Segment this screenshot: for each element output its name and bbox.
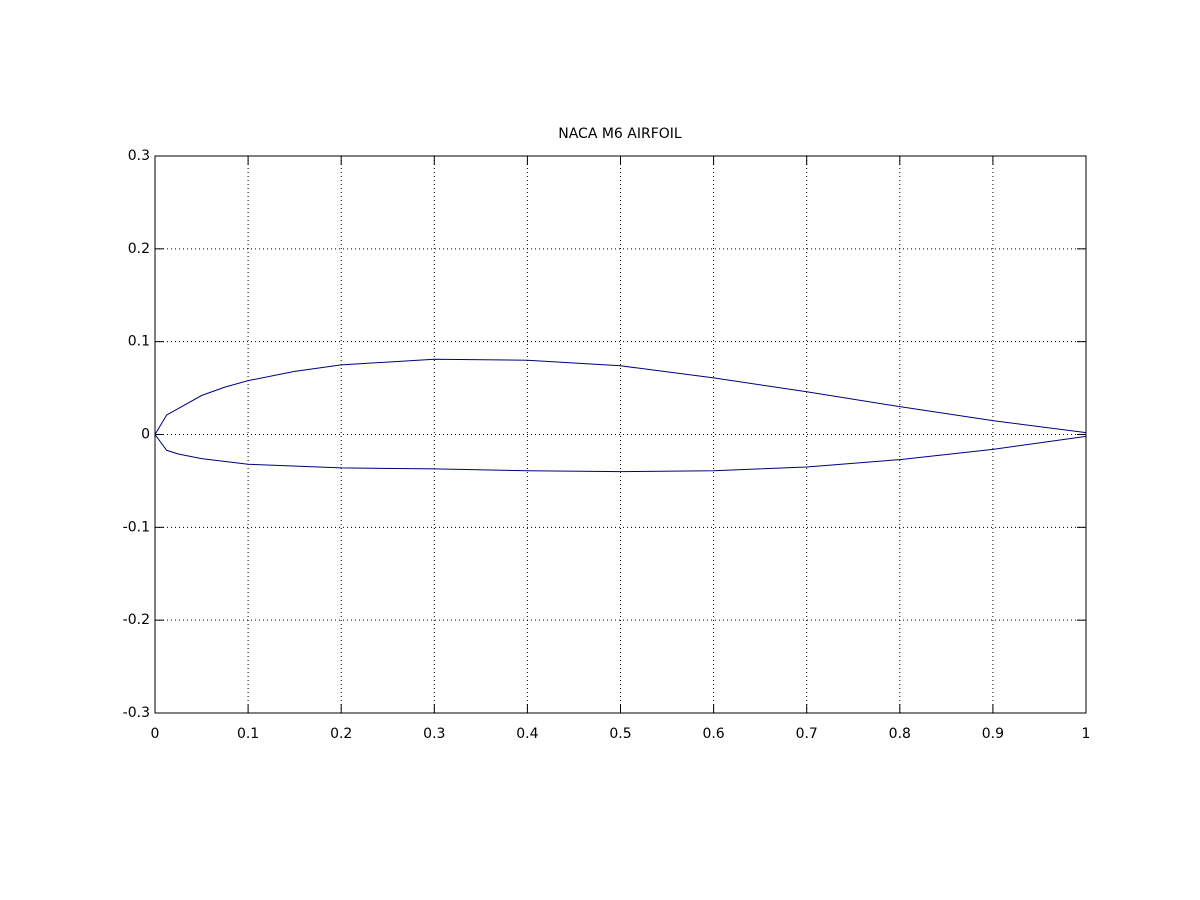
y-tick-label: -0.3 [123,705,150,721]
x-tick-label: 0.5 [609,726,631,742]
x-tick-label: 0.6 [702,726,724,742]
y-tick-label: 0 [141,427,150,443]
y-tick-label: 0.2 [128,241,150,257]
x-tick-label: 0.8 [889,726,911,742]
x-tick-label: 1 [1082,726,1091,742]
y-tick-label: 0.3 [128,148,150,164]
x-tick-label: 0.4 [516,726,538,742]
y-tick-label: -0.1 [123,519,150,535]
y-tick-label: 0.1 [128,334,150,350]
airfoil-line [154,358,1087,473]
x-tick-label: 0.1 [237,726,259,742]
x-tick-label: 0.7 [796,726,818,742]
x-tick-label: 0.9 [982,726,1004,742]
x-tick-label: 0.3 [423,726,445,742]
x-tick-label: 0.2 [330,726,352,742]
chart-title: NACA M6 AIRFOIL [558,126,682,142]
y-tick-label: -0.2 [123,612,150,628]
x-tick-label: 0 [151,726,160,742]
